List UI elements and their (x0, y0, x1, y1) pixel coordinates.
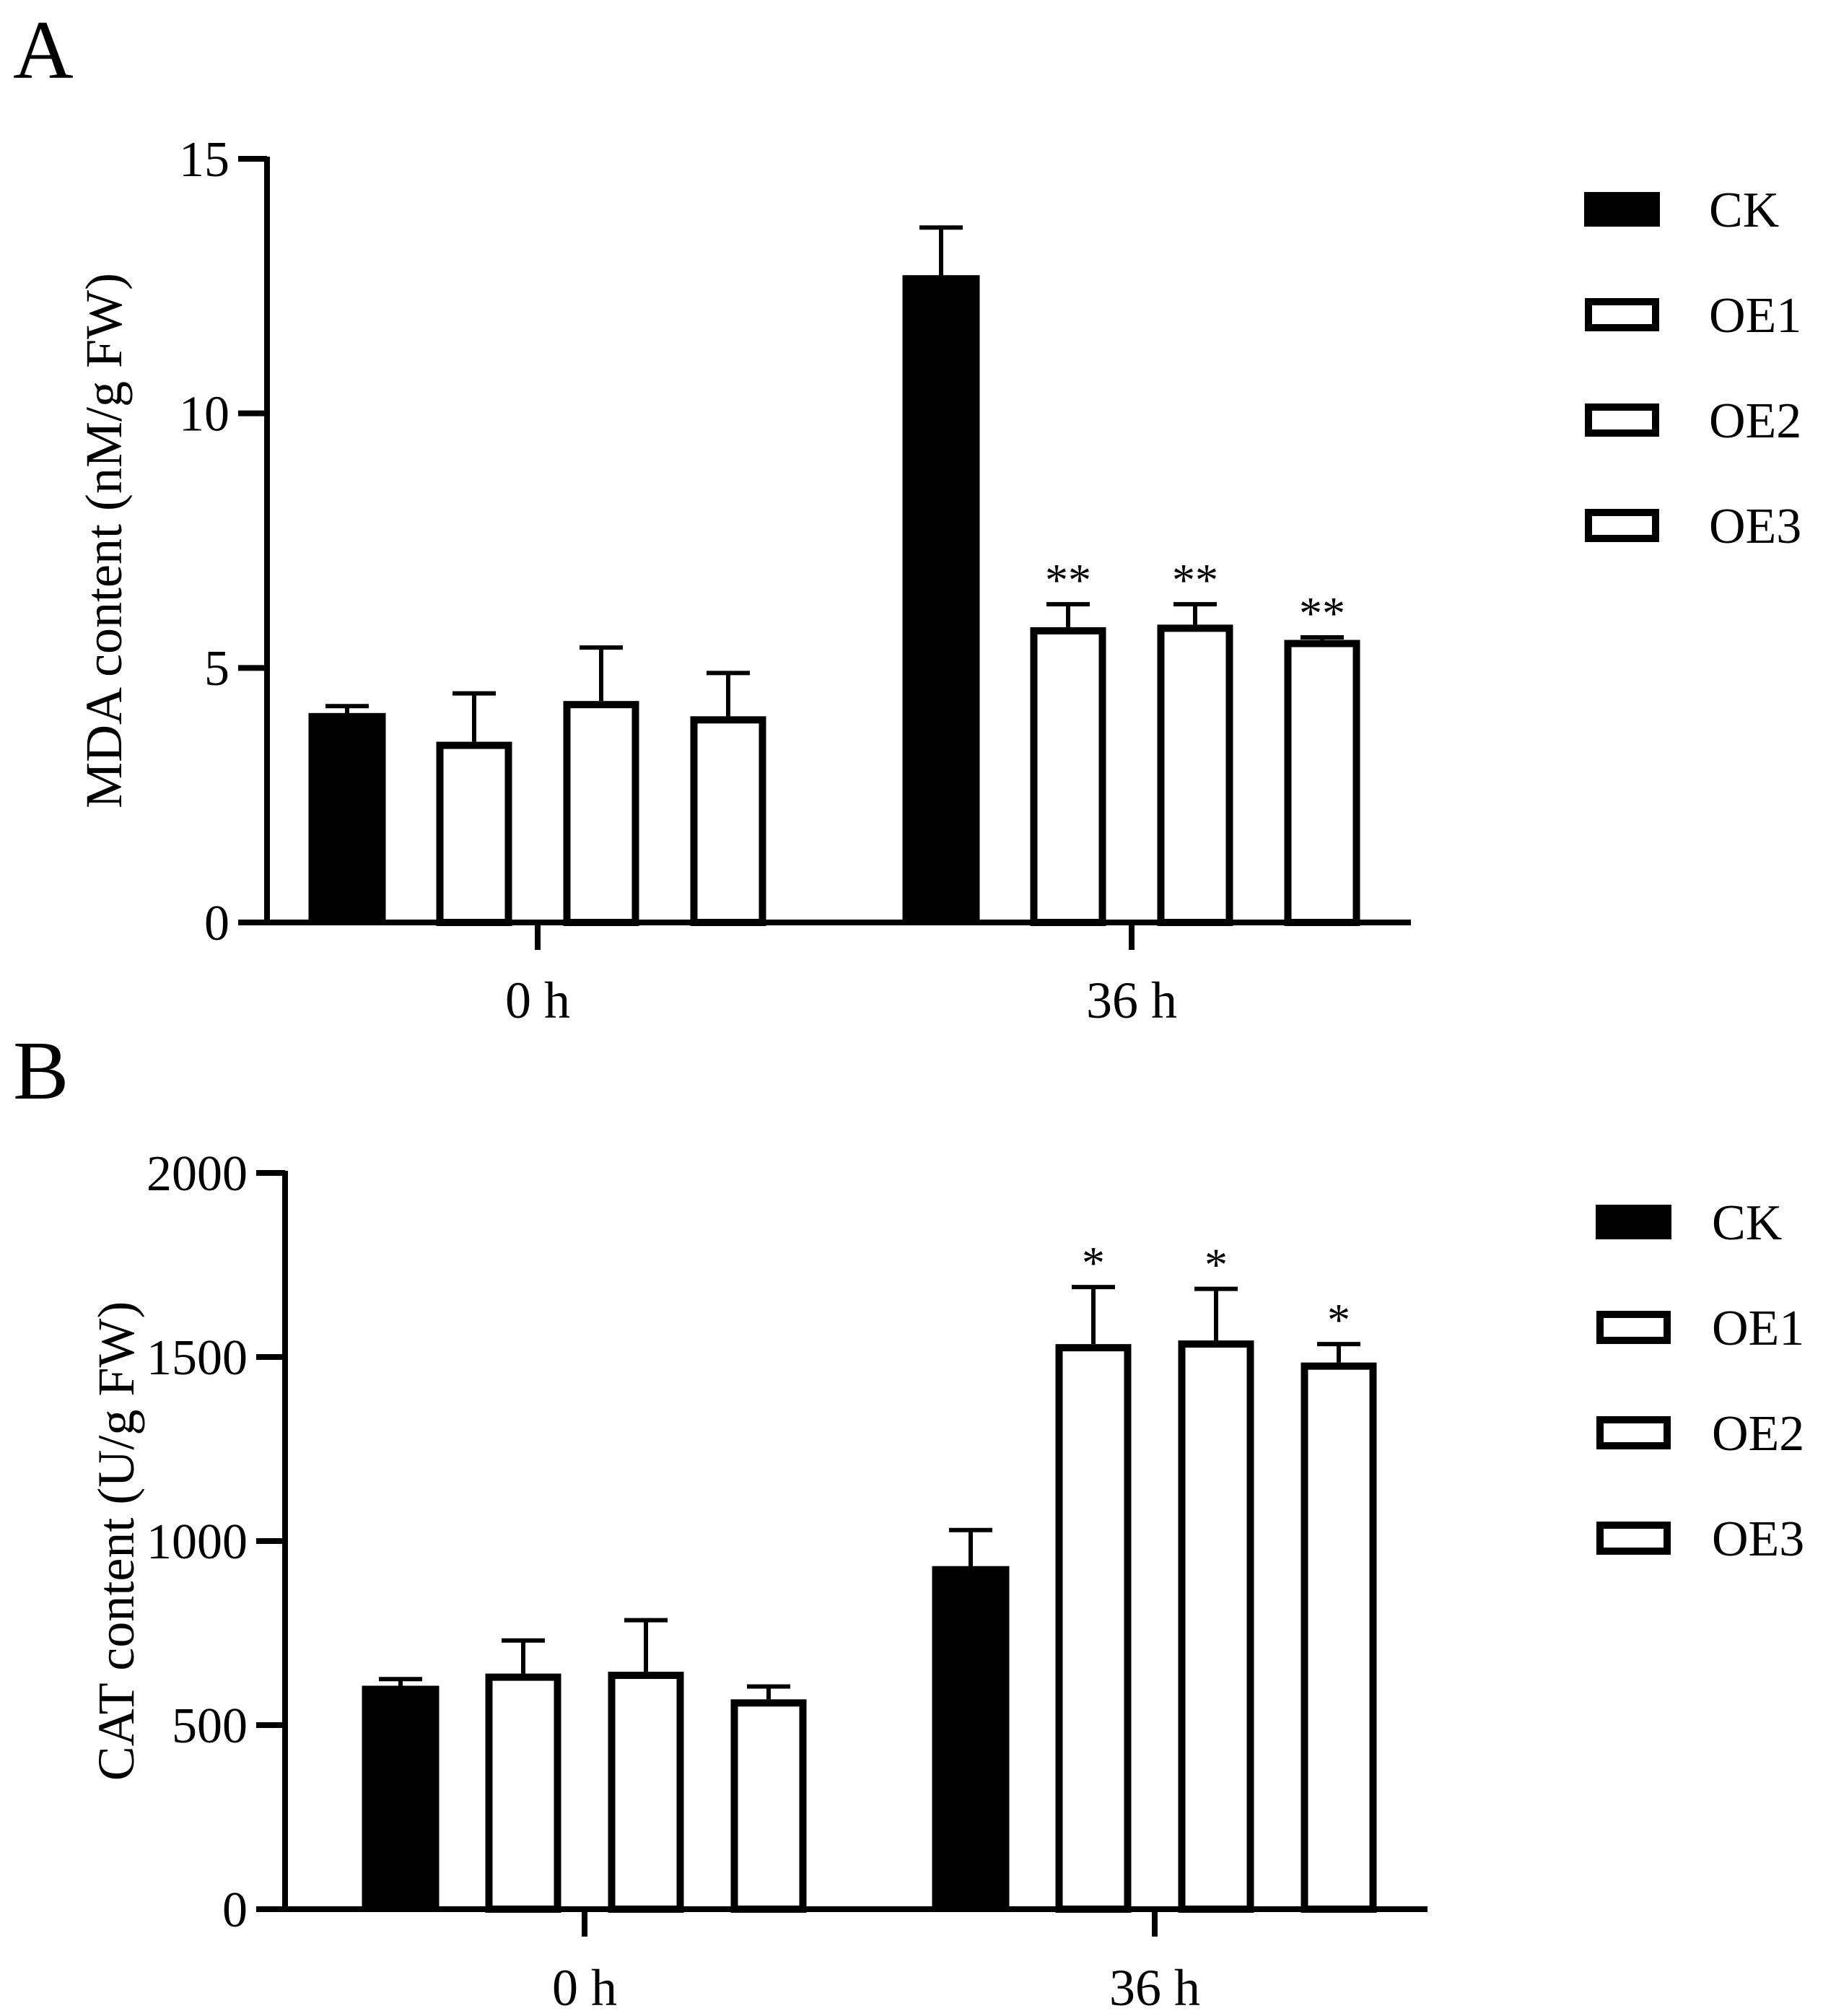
legend-label: OE3 (1709, 499, 1801, 554)
bar-oe3 (1300, 1362, 1377, 1913)
bar-ck (362, 1685, 440, 1910)
bar-oe1 (1055, 1344, 1132, 1913)
legend-label: OE2 (1712, 1406, 1804, 1462)
bar-oe2 (1178, 1340, 1254, 1914)
bar-ck (932, 1566, 1010, 1910)
legend-label: OE3 (1712, 1511, 1804, 1567)
panel-label: A (13, 4, 74, 97)
bar-oe2 (608, 1672, 684, 1914)
significance-mark: * (1082, 1237, 1105, 1288)
bar-oe3 (1284, 640, 1360, 926)
y-tick-label: 2000 (147, 1146, 248, 1202)
y-tick-label: 15 (179, 132, 230, 188)
y-tick-label: 0 (204, 896, 230, 951)
y-axis-title: CAT content (U/g FW) (87, 1301, 145, 1781)
bar-ck (902, 275, 980, 923)
bar-oe2 (563, 701, 639, 926)
y-tick-label: 500 (172, 1698, 248, 1754)
bar-oe2 (1157, 624, 1233, 926)
bar-ck (308, 712, 386, 924)
x-category-label: 36 h (1109, 1959, 1200, 2016)
legend-swatch (1596, 1416, 1671, 1449)
panel-a: A 0 5 10 15 MDA content (nM/g FW) 0 h 36 h CK ** O… (13, 4, 1801, 1029)
legend-swatch (1596, 1311, 1671, 1344)
y-tick-label: 1000 (147, 1514, 248, 1570)
bar-oe1 (485, 1673, 561, 1914)
significance-mark: ** (1045, 554, 1091, 606)
legend-label: OE2 (1709, 393, 1801, 449)
bar-oe3 (690, 716, 766, 927)
legend-swatch (1596, 1522, 1671, 1555)
panel-b: B 0 500 1000 1500 2000 CAT content (U/g FW) 0 h… (13, 1025, 1804, 2016)
legend-swatch (1585, 509, 1659, 542)
legend-label: CK (1709, 183, 1779, 238)
significance-mark: * (1327, 1294, 1350, 1345)
y-tick-label: 1500 (147, 1330, 248, 1386)
y-tick-label: 10 (179, 386, 230, 442)
legend-label: OE1 (1712, 1301, 1804, 1356)
x-category-label: 36 h (1086, 972, 1177, 1029)
x-category-label: 0 h (552, 1959, 617, 2016)
legend-swatch (1585, 403, 1659, 437)
legend-swatch (1584, 192, 1660, 227)
x-category-label: 0 h (505, 972, 570, 1029)
panel-label: B (13, 1025, 69, 1117)
y-tick-label: 5 (204, 641, 230, 697)
legend-swatch (1585, 298, 1659, 331)
legend-label: CK (1712, 1195, 1782, 1251)
significance-mark: ** (1299, 588, 1345, 639)
y-tick-label: 0 (222, 1882, 248, 1938)
legend-label: OE1 (1709, 288, 1801, 344)
bar-oe1 (436, 741, 512, 927)
legend-swatch (1596, 1205, 1671, 1239)
significance-mark: ** (1172, 554, 1218, 606)
bar-oe3 (730, 1699, 807, 1914)
significance-mark: * (1205, 1239, 1228, 1291)
y-axis-title: MDA content (nM/g FW) (75, 273, 133, 808)
bar-oe1 (1030, 627, 1106, 926)
